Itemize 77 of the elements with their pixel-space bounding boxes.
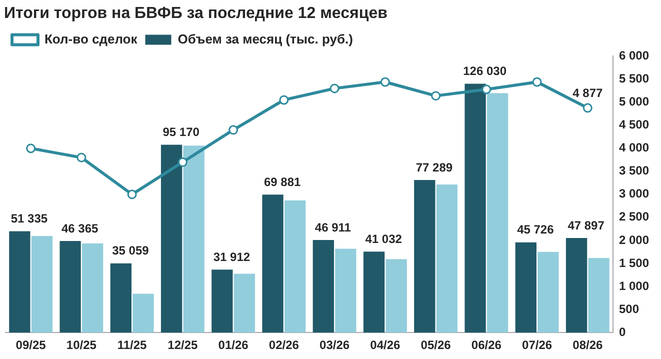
bar	[566, 238, 588, 333]
bar	[588, 258, 610, 333]
point	[26, 144, 36, 154]
y2-tick-label: 5 500	[618, 72, 650, 86]
y2-tick-label: 500	[618, 302, 640, 316]
bar	[464, 84, 486, 333]
data-label: 41 032	[365, 232, 402, 246]
y2-tick-label: 1 500	[618, 256, 650, 270]
x-tick-label: 01/26	[218, 338, 249, 352]
point	[482, 84, 492, 94]
bar	[132, 294, 154, 333]
bar	[515, 242, 536, 333]
point	[380, 77, 390, 87]
data-label: 126 030	[463, 64, 507, 78]
chart-title: Итоги торгов на БВФБ за последние 12 месяцев	[4, 5, 388, 22]
data-label: 31 912	[213, 250, 250, 264]
bar	[262, 194, 284, 333]
data-label: 46 911	[314, 220, 352, 234]
x-tick-label: 07/26	[522, 338, 552, 352]
data-label: 46 365	[61, 221, 98, 236]
point	[228, 125, 238, 135]
y2-tick-label: 2 500	[618, 210, 650, 224]
data-label: 35 059	[112, 244, 150, 258]
y2-tick-label: 4 000	[618, 140, 650, 155]
bar	[312, 240, 334, 333]
point	[178, 157, 188, 167]
point	[127, 190, 137, 200]
data-label: 95 170	[162, 125, 200, 140]
bar	[414, 180, 436, 333]
y2-tick-label: 2 000	[618, 232, 650, 247]
y2-tick-label: 0	[618, 324, 626, 339]
y2-tick-label: 5 000	[618, 94, 650, 109]
y2-tick-label: 3 500	[618, 164, 650, 178]
bar	[82, 243, 104, 333]
point	[431, 91, 441, 101]
bar	[234, 274, 256, 333]
legend-label: Кол-во сделок	[44, 31, 138, 46]
point	[330, 84, 340, 94]
y2-tick-label: 1 000	[618, 278, 650, 293]
data-label: 47 897	[568, 218, 605, 232]
bar	[9, 231, 30, 333]
x-tick-label: 02/26	[268, 338, 300, 352]
x-tick-label: 10/25	[66, 338, 97, 352]
point	[279, 95, 289, 105]
data-label: 4 877	[572, 86, 603, 100]
x-tick-label: 03/26	[320, 338, 350, 352]
data-label: 51 335	[10, 212, 48, 226]
x-tick-label: 04/26	[370, 338, 401, 352]
point	[76, 152, 86, 162]
bar	[212, 270, 233, 333]
bar	[486, 93, 508, 333]
data-label: 69 881	[264, 174, 301, 189]
bar	[110, 263, 132, 333]
bar	[60, 241, 81, 333]
x-tick-label: 06/26	[471, 338, 502, 352]
legend-label: Объем за месяц (тыс. руб.)	[178, 31, 353, 46]
x-tick-label: 09/25	[16, 338, 46, 352]
bar	[436, 184, 458, 333]
bar	[31, 236, 53, 333]
point	[582, 103, 592, 113]
bar	[160, 144, 182, 333]
x-tick-label: 08/26	[572, 338, 603, 352]
x-tick-label: 12/25	[168, 338, 198, 352]
bar	[284, 200, 306, 333]
data-label: 45 726	[517, 222, 554, 237]
bar	[538, 252, 559, 333]
point	[532, 77, 542, 87]
data-label: 77 289	[416, 160, 453, 174]
x-tick-label: 11/25	[117, 338, 148, 352]
bar	[335, 248, 356, 333]
y2-tick-label: 6 000	[618, 48, 650, 63]
y2-tick-label: 4 500	[618, 118, 650, 132]
bar	[183, 146, 204, 333]
y2-tick-label: 3 000	[618, 186, 650, 201]
bar	[386, 259, 407, 333]
x-tick-label: 05/26	[420, 338, 452, 352]
bar	[363, 252, 385, 333]
